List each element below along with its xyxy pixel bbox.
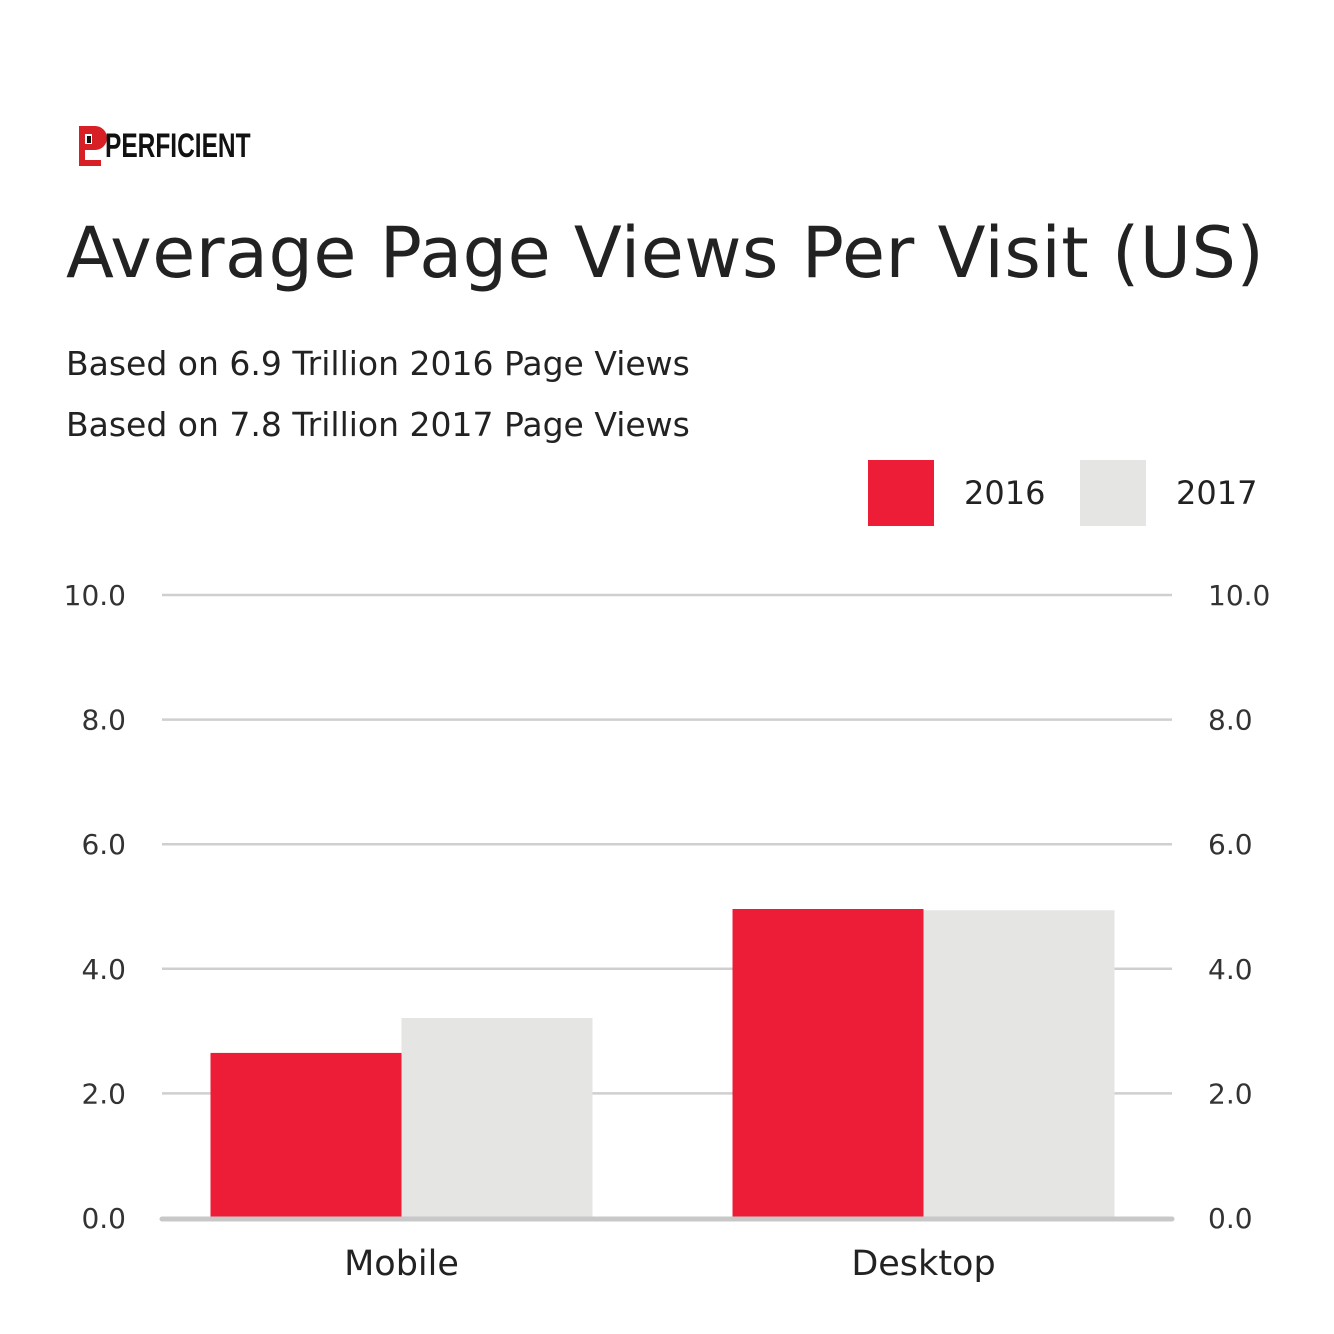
y-tick-label-left: 8.0 [81, 704, 126, 737]
y-tick-label-left: 4.0 [81, 953, 126, 986]
logo-text: PERFICIENT [105, 126, 251, 165]
legend-label-2017: 2017 [1176, 474, 1257, 512]
y-tick-label-right: 4.0 [1208, 953, 1253, 986]
legend-label-2016: 2016 [964, 474, 1045, 512]
y-tick-label-right: 8.0 [1208, 704, 1253, 737]
y-tick-label-right: 2.0 [1208, 1077, 1253, 1110]
legend-swatch-2016 [868, 460, 934, 526]
bar-desktop-2016 [732, 908, 924, 1218]
y-tick-label-left: 0.0 [81, 1202, 126, 1235]
y-tick-label-right: 0.0 [1208, 1202, 1253, 1235]
y-tick-label-left: 10.0 [64, 579, 126, 612]
x-category-label: Desktop [851, 1244, 995, 1284]
x-category-label: Mobile [344, 1244, 459, 1284]
bar-desktop-2017 [923, 910, 1115, 1218]
bar-mobile-2017 [401, 1018, 593, 1218]
y-tick-label-right: 10.0 [1208, 579, 1270, 612]
subtitle-2017: Based on 7.8 Trillion 2017 Page Views [66, 405, 690, 444]
bar-mobile-2016 [210, 1052, 402, 1218]
legend-swatch-2017 [1080, 460, 1146, 526]
y-tick-label-left: 2.0 [81, 1077, 126, 1110]
subtitle-2016: Based on 6.9 Trillion 2016 Page Views [66, 344, 690, 383]
perficient-logo: PERFICIENT [79, 126, 307, 166]
logo-mark-icon [79, 126, 107, 166]
y-tick-label-right: 6.0 [1208, 828, 1253, 861]
chart-title: Average Page Views Per Visit (US) [66, 212, 1265, 294]
y-tick-label-left: 6.0 [81, 828, 126, 861]
